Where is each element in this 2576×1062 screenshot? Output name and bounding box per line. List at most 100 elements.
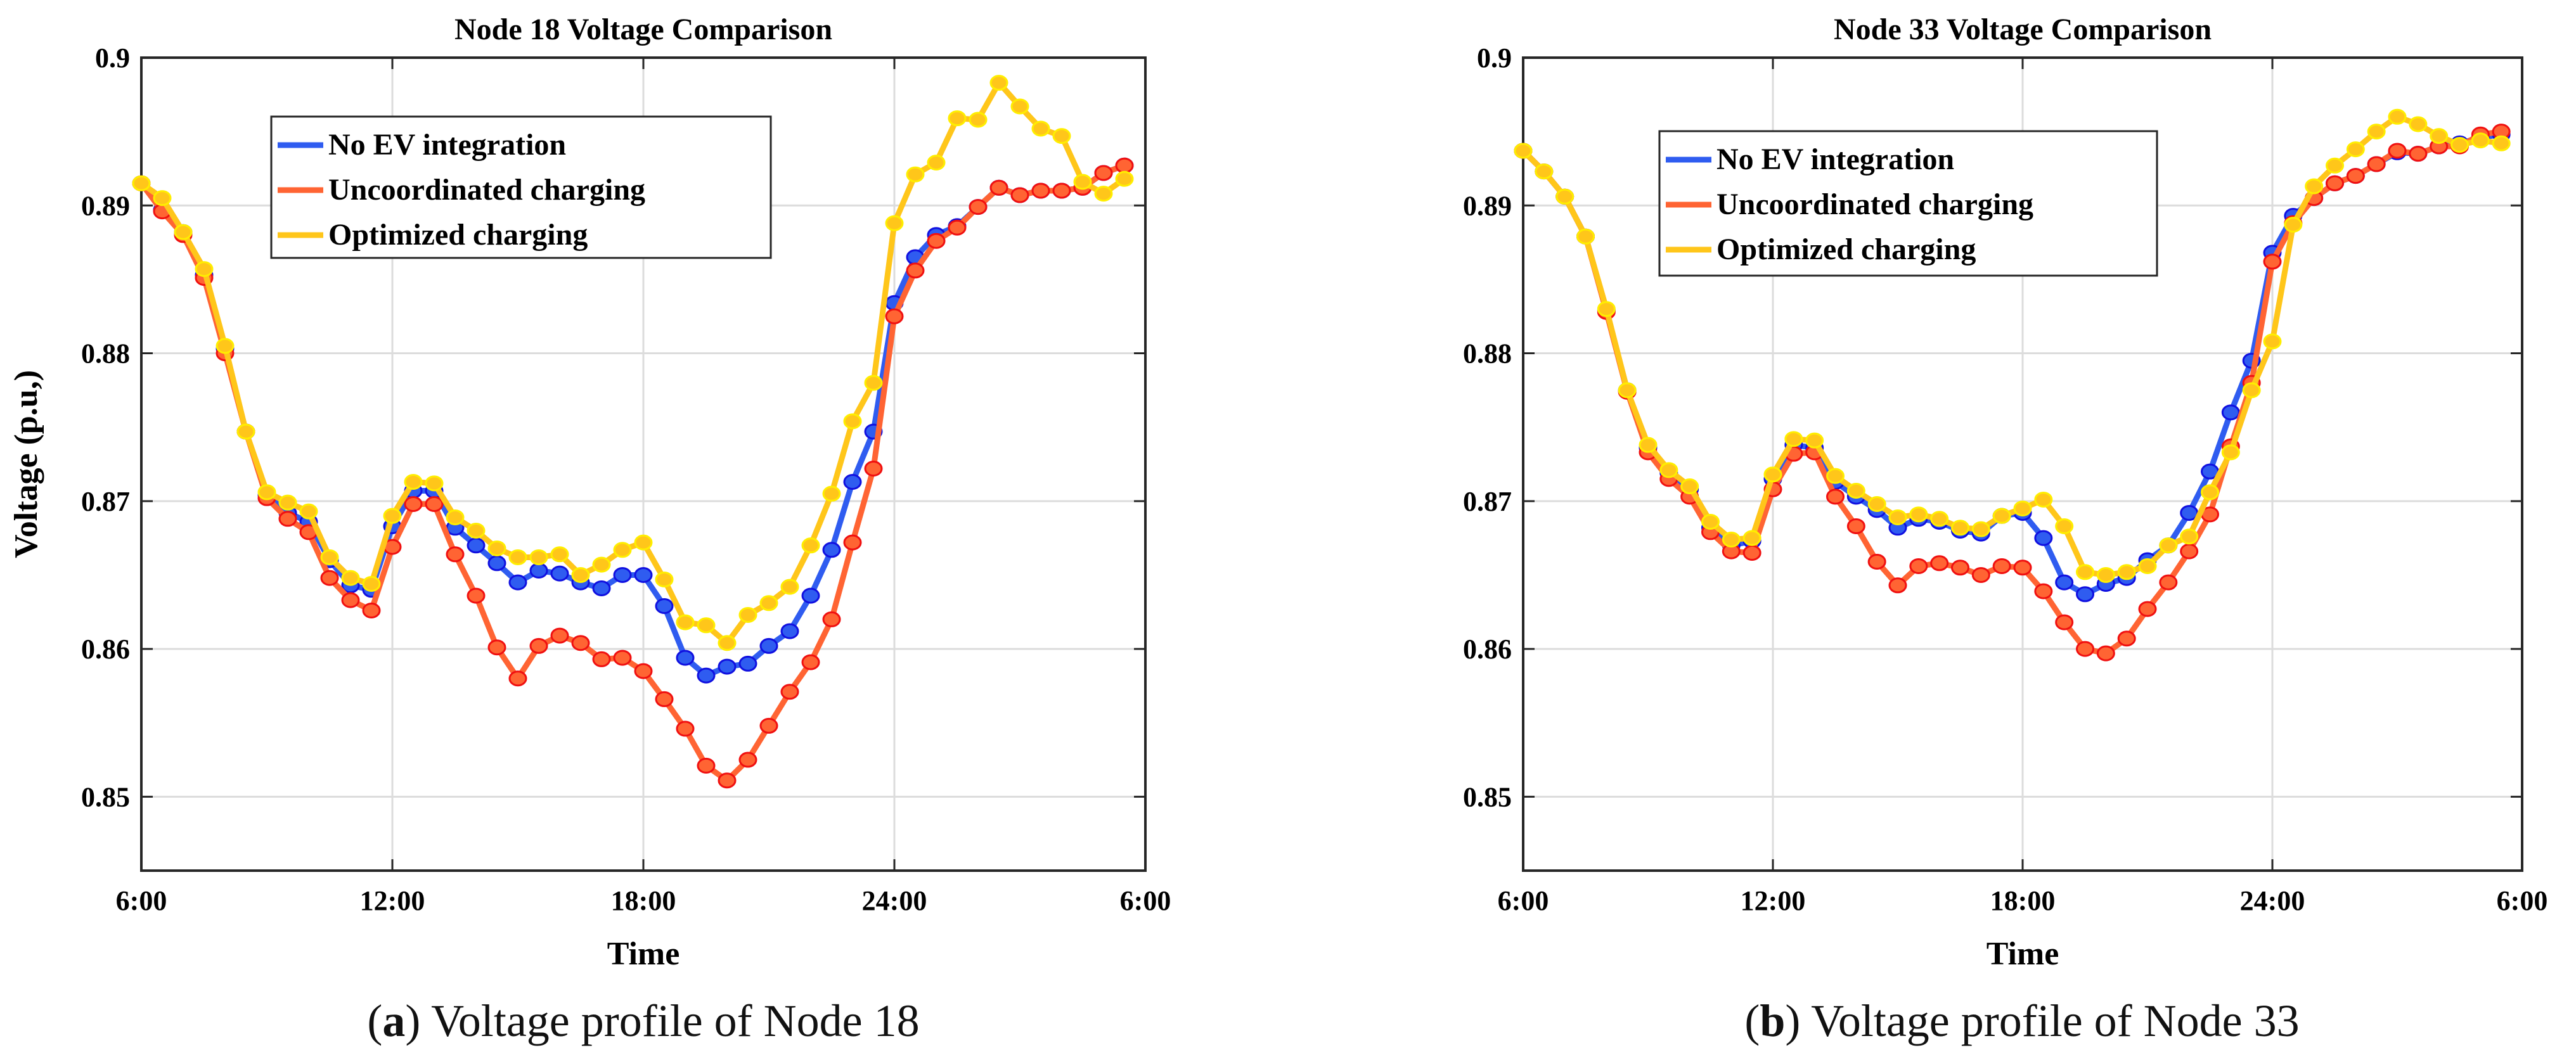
data-point (2138, 558, 2157, 574)
data-point (1010, 187, 1029, 203)
data-point (320, 570, 339, 586)
data-point (655, 598, 674, 614)
data-point (1971, 521, 1990, 537)
y-tick-label: 0.87 (1463, 486, 1512, 517)
data-point (1094, 165, 1113, 181)
y-tick-label: 0.89 (81, 190, 130, 221)
data-point (550, 627, 569, 644)
data-point (780, 684, 799, 700)
data-point (1031, 120, 1050, 137)
data-point (1073, 174, 1092, 190)
y-tick-label: 0.86 (1463, 634, 1512, 665)
data-point (718, 772, 737, 789)
data-point (1930, 511, 1949, 527)
data-point (1597, 301, 1616, 317)
data-point (613, 649, 632, 666)
data-point (885, 215, 904, 231)
data-point (2346, 141, 2365, 158)
data-point (843, 534, 862, 551)
data-point (759, 595, 778, 611)
y-tick-label: 0.85 (81, 781, 130, 812)
data-point (2284, 217, 2303, 233)
data-point (822, 611, 841, 627)
data-point (1722, 531, 1741, 547)
x-tick-label: 12:00 (1741, 885, 1806, 916)
data-point (299, 503, 318, 520)
data-point (1846, 482, 1865, 499)
x-tick-label: 6:00 (1120, 885, 1171, 916)
x-tick-label: 24:00 (2240, 885, 2305, 916)
data-point (2201, 484, 2219, 501)
legend-label: Optimized charging (1716, 233, 1976, 266)
data-point (801, 537, 820, 554)
x-axis-label: Time (607, 936, 680, 972)
data-point (1951, 520, 1969, 536)
data-point (2055, 574, 2074, 591)
y-tick-label: 0.9 (95, 42, 130, 74)
data-point (2221, 444, 2240, 461)
data-point (1659, 462, 1678, 478)
data-point (2242, 382, 2261, 399)
data-point (404, 473, 423, 490)
x-tick-label: 18:00 (1990, 885, 2056, 916)
data-point (446, 546, 465, 563)
data-point (1576, 228, 1595, 245)
data-point (404, 496, 423, 512)
data-point (425, 496, 444, 512)
data-point (885, 308, 904, 324)
data-point (216, 338, 235, 354)
data-point (1031, 182, 1050, 199)
data-point (2034, 491, 2053, 508)
data-point (906, 166, 925, 182)
data-point (1680, 478, 1699, 494)
data-point (759, 717, 778, 734)
data-point (487, 540, 506, 556)
chart-title: Node 33 Voltage Comparison (1834, 13, 2212, 46)
data-point (2430, 128, 2449, 144)
chart-b: 0.85 0.86 0.87 0.88 0.89 0.9 6:00 12:00 18:00 24:… (1463, 13, 2547, 972)
data-point (613, 566, 632, 583)
data-point (989, 179, 1008, 196)
data-point (341, 570, 360, 586)
data-point (843, 473, 862, 490)
data-point (969, 112, 988, 128)
caption-a-text: Voltage profile of Node 18 (431, 995, 920, 1046)
data-point (508, 574, 527, 591)
data-point (969, 199, 988, 215)
data-point (927, 155, 946, 171)
data-point (550, 565, 569, 582)
data-point (2409, 146, 2428, 162)
data-point (257, 484, 276, 501)
data-point (1784, 431, 1803, 447)
data-point (2263, 253, 2282, 270)
data-point (195, 261, 214, 278)
data-point (613, 542, 632, 558)
data-point (571, 566, 590, 583)
chart-title: Node 18 Voltage Comparison (454, 13, 832, 46)
data-point (738, 752, 757, 768)
data-point (2388, 108, 2407, 125)
data-point (1930, 555, 1949, 572)
legend-label: Uncoordinated charging (1716, 188, 2033, 221)
data-point (2159, 537, 2178, 554)
caption-b-label: b (1760, 995, 1786, 1046)
data-point (1805, 432, 1824, 449)
data-point (425, 475, 444, 492)
data-point (2305, 178, 2324, 195)
data-point (1888, 509, 1907, 525)
x-tick-label: 6:00 (2497, 885, 2548, 916)
data-point (592, 556, 611, 573)
data-point (822, 485, 841, 502)
data-point (2055, 614, 2074, 630)
y-tick-label: 0.85 (1463, 781, 1512, 812)
data-point (1094, 186, 1113, 202)
legend-label: Optimized charging (328, 218, 588, 252)
data-point (655, 571, 674, 587)
y-tick-label: 0.89 (1463, 190, 1512, 221)
data-point (278, 511, 297, 527)
data-point (341, 592, 360, 608)
legend-label: No EV integration (328, 128, 566, 162)
data-point (801, 654, 820, 670)
data-point (697, 757, 716, 774)
data-point (2263, 333, 2282, 350)
